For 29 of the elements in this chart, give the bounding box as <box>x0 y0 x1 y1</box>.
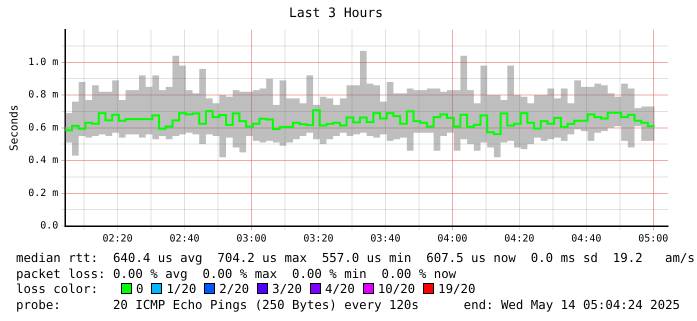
y-axis-title: Seconds <box>7 104 20 151</box>
text: end: Wed May 14 05:04:24 2025 <box>464 296 680 312</box>
y-tick-label: 0.2 m <box>28 188 58 199</box>
text: loss color: <box>16 281 100 296</box>
x-tick-label: 04:00 <box>437 234 468 245</box>
y-tick-label: 0.8 m <box>28 90 58 101</box>
chart-title: Last 3 Hours <box>289 6 383 22</box>
x-tick-label: 04:40 <box>571 234 602 245</box>
x-tick-label: 04:20 <box>504 234 534 245</box>
text: 0 <box>136 281 144 296</box>
x-tick-label: 03:40 <box>370 234 400 245</box>
x-tick-label: 02:40 <box>169 234 200 245</box>
text: probe: 20 ICMP Echo Pings (250 Bytes) every 120s <box>16 296 419 312</box>
text: 4/20 <box>324 281 355 296</box>
text: 19/20 <box>438 281 476 296</box>
text: packet loss: 0.00 % avg 0.00 % max 0.00 % min 0.00 % now <box>16 266 456 281</box>
text: 10/20 <box>378 281 416 296</box>
y-tick-label: 0.4 m <box>28 155 58 166</box>
text: 1/20 <box>166 281 196 296</box>
x-tick-label: 03:20 <box>303 234 334 245</box>
text: 2/20 <box>219 281 250 296</box>
x-tick-label: 03:00 <box>236 234 267 245</box>
x-tick-label: 05:00 <box>638 234 668 245</box>
y-tick-label: 0.6 m <box>28 122 58 134</box>
text: median rtt: 640.4 us avg 704.2 us max 557.0 us min 607.5 us now 0.0 ms sd 19.2 am/s <box>16 250 695 266</box>
y-tick-label: 0.0 <box>40 220 58 232</box>
x-tick-label: 02:20 <box>102 234 133 245</box>
text: 3/20 <box>272 281 302 296</box>
y-tick-label: 1.0 m <box>28 56 58 68</box>
